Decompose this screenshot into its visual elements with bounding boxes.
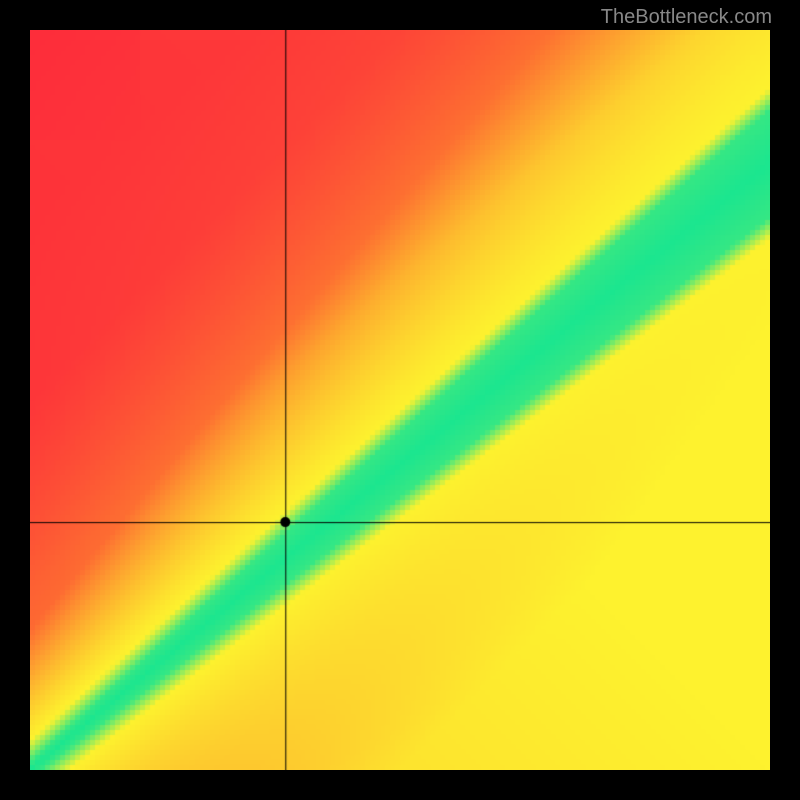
- bottleneck-heatmap: [30, 30, 770, 770]
- watermark-text: TheBottleneck.com: [601, 6, 772, 29]
- heatmap-canvas: [30, 30, 770, 770]
